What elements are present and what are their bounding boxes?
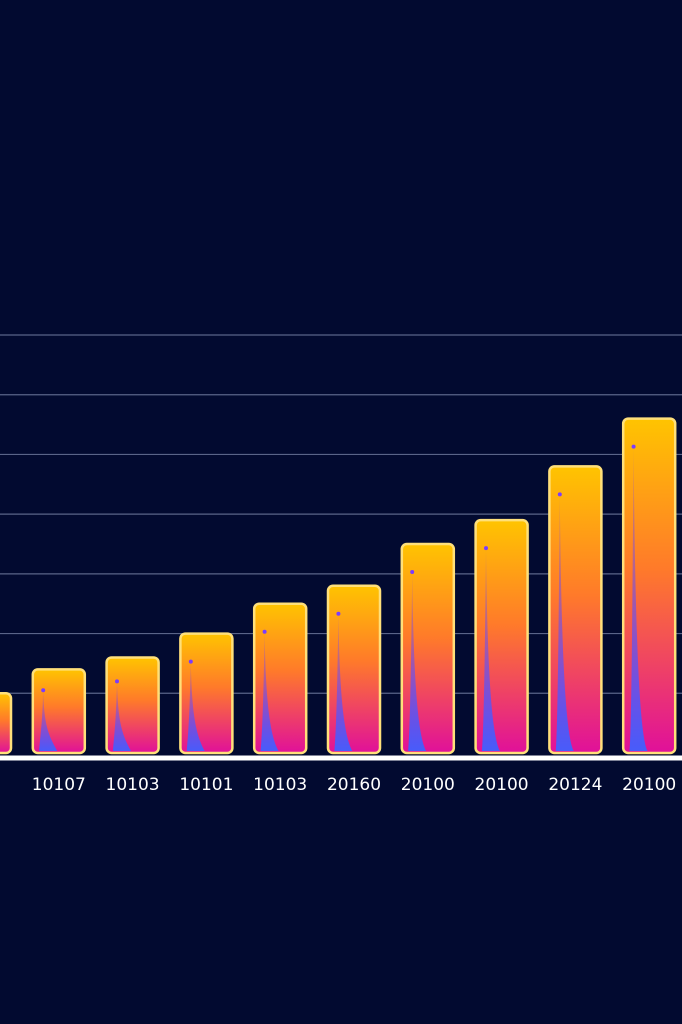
- bar-spike: [186, 661, 205, 751]
- bar-rect: [400, 542, 456, 755]
- bar-5: [252, 602, 308, 755]
- x-tick-label: 20124: [548, 775, 602, 795]
- bar-6: [326, 584, 382, 755]
- spike-dot: [410, 570, 415, 574]
- bar-1: [0, 692, 13, 755]
- bar-7: [400, 542, 456, 755]
- bar-rect: [0, 692, 13, 755]
- spike-dot: [484, 546, 488, 551]
- bar-spike: [39, 690, 58, 751]
- spike-dot: [557, 492, 562, 497]
- bar-spike: [113, 681, 131, 751]
- bar-spike: [482, 548, 500, 751]
- spike-dot: [631, 444, 636, 449]
- x-tick-label: 10107: [32, 775, 86, 795]
- bar-spike: [629, 446, 648, 751]
- x-tick-label: 20100: [401, 775, 455, 795]
- x-tick-label: 10103: [106, 775, 160, 795]
- grid-lines: [0, 334, 682, 694]
- bar-2: [31, 668, 87, 755]
- spike-dot: [336, 611, 341, 616]
- bar-spike: [555, 494, 574, 751]
- x-tick-labels: 0110107101031010110103201602010020100201…: [32, 775, 676, 795]
- bar-4: [179, 632, 234, 755]
- spike-dot: [262, 629, 267, 634]
- bar-10: [621, 417, 677, 755]
- bar-spike: [260, 631, 279, 751]
- bar-9: [548, 465, 603, 755]
- bar-rect: [548, 465, 603, 755]
- spike-dot: [41, 688, 46, 693]
- bar-8: [474, 518, 529, 755]
- x-tick-label: 20100: [622, 775, 676, 795]
- bar-spike: [334, 613, 353, 751]
- x-tick-label: 10103: [253, 775, 307, 795]
- bars: [0, 417, 677, 755]
- bar-rect: [474, 518, 529, 755]
- x-tick-label: 20100: [475, 775, 529, 795]
- bar-3: [105, 656, 160, 755]
- spike-dot: [188, 659, 193, 664]
- x-tick-label: 20160: [327, 775, 381, 795]
- bar-spike: [408, 572, 427, 751]
- bar-rect: [621, 417, 677, 755]
- spike-dot: [115, 679, 119, 684]
- x-tick-label: 10101: [179, 775, 233, 795]
